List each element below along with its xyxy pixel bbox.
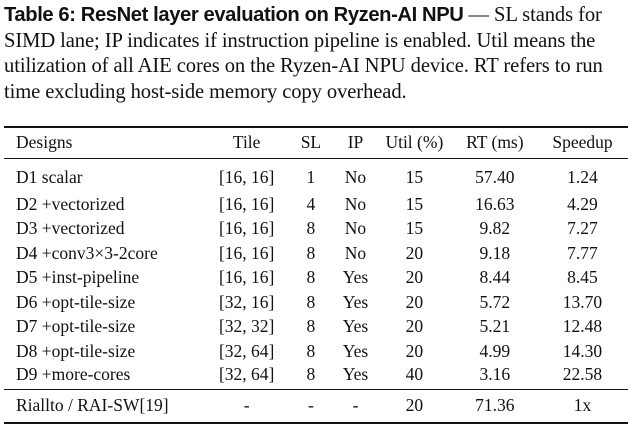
table-row: D6 +opt-tile-size [32, 16] 8 Yes 20 5.72… [4,290,628,315]
cell-tile: - [206,388,287,424]
cell-design: D5 +inst-pipeline [16,267,140,288]
cell-util: 20 [405,316,424,337]
cell-tile: [16, 16] [218,218,275,239]
cell-speedup: 12.48 [562,316,603,337]
cell-speedup: 1.24 [567,166,598,187]
cell-speedup: 22.58 [562,363,603,384]
header-speedup: Speedup [536,126,628,159]
cell-ip: No [344,166,367,187]
cell-tile: [32, 32] [218,316,275,337]
header-rt: RT (ms) [452,126,537,159]
cell-sl: - [286,388,336,424]
cell-speedup: 8.45 [567,267,598,288]
cell-sl: 8 [306,218,316,239]
cell-speedup: 7.77 [567,242,598,263]
table-header: Designs Tile SL IP Util (%) RT (ms) Spee… [4,126,628,159]
table-row: D2 +vectorized [16, 16] 4 No 15 16.63 4.… [4,192,628,217]
cell-util: 20 [405,267,424,288]
cell-util: 20 [405,291,424,312]
cell-sl: 8 [306,316,316,337]
caption-text: — SL stands for SIMD lane; IP indicates … [4,4,603,103]
cell-rt: 4.99 [479,340,511,361]
cell-ip: No [344,193,367,214]
cell-ip: Yes [342,267,369,288]
cell-design: D9 +more-cores [16,363,131,384]
cell-rt: 5.72 [479,291,511,312]
cell-design: D6 +opt-tile-size [16,291,136,312]
cell-util: 15 [405,218,424,239]
table-body: D1 scalar [16, 16] 1 No 15 57.40 1.24 D2… [4,158,628,424]
cell-design: D3 +vectorized [16,218,125,239]
header-util: Util (%) [375,126,453,159]
table-row: D9 +more-cores [32, 64] 8 Yes 40 3.16 22… [4,364,628,390]
cell-sl: 8 [306,242,316,263]
table-row: D1 scalar [16, 16] 1 No 15 57.40 1.24 [4,158,628,192]
cell-rt: 71.36 [452,388,537,424]
cell-tile: [16, 16] [218,242,275,263]
header-designs: Designs [4,126,207,159]
cell-util: 20 [405,242,424,263]
cell-rt: 16.63 [475,193,515,214]
cell-design: D1 scalar [16,166,83,187]
table-row: D7 +opt-tile-size [32, 32] 8 Yes 20 5.21… [4,315,628,340]
cell-design: D7 +opt-tile-size [16,316,136,337]
cell-util: 15 [405,166,424,187]
cell-rt: 9.18 [479,242,511,263]
resnet-evaluation-table: Designs Tile SL IP Util (%) RT (ms) Spee… [4,126,628,424]
cell-ip: Yes [342,340,369,361]
caption-label: Table 6: ResNet layer evaluation on Ryze… [4,4,464,26]
cell-tile: [32, 64] [218,340,275,361]
cell-design: Riallto / RAI-SW[19] [4,388,207,424]
cell-util: 40 [405,363,424,384]
cell-rt: 8.44 [479,267,511,288]
cell-sl: 4 [306,193,316,214]
cell-rt: 9.82 [479,218,511,239]
cell-speedup: 13.70 [562,291,603,312]
cell-speedup: 4.29 [567,193,598,214]
cell-design: D2 +vectorized [16,193,125,214]
cell-sl: 1 [306,166,316,187]
cell-sl: 8 [306,340,316,361]
table-row: D3 +vectorized [16, 16] 8 No 15 9.82 7.2… [4,217,628,242]
cell-tile: [16, 16] [218,166,275,187]
cell-rt: 57.40 [475,166,515,187]
cell-tile: [32, 16] [218,291,275,312]
cell-speedup: 1x [536,388,628,424]
header-sl: SL [286,126,336,159]
baseline-row: Riallto / RAI-SW[19] - - - 20 71.36 1x [4,388,628,424]
cell-tile: [16, 16] [218,193,275,214]
cell-sl: 8 [306,291,316,312]
table-row: D4 +conv3×3-2core [16, 16] 8 No 20 9.18 … [4,241,628,266]
cell-rt: 5.21 [479,316,511,337]
cell-ip: Yes [342,363,369,384]
cell-sl: 8 [306,267,316,288]
cell-tile: [32, 64] [218,363,275,384]
cell-tile: [16, 16] [218,267,275,288]
cell-design: D8 +opt-tile-size [16,340,136,361]
cell-ip: - [335,388,376,424]
cell-util: 20 [405,340,424,361]
cell-sl: 8 [306,363,316,384]
cell-ip: Yes [342,291,369,312]
cell-design: D4 +conv3×3-2core [16,242,158,263]
table-row: D8 +opt-tile-size [32, 64] 8 Yes 20 4.99… [4,339,628,364]
header-tile: Tile [206,126,287,159]
cell-speedup: 7.27 [567,218,598,239]
cell-util: 20 [375,388,453,424]
cell-util: 15 [405,193,424,214]
cell-rt: 3.16 [479,363,511,384]
cell-ip: No [344,218,367,239]
cell-speedup: 14.30 [562,340,603,361]
table-caption: Table 6: ResNet layer evaluation on Ryze… [4,3,632,105]
header-ip: IP [335,126,376,159]
table-row: D5 +inst-pipeline [16, 16] 8 Yes 20 8.44… [4,266,628,291]
cell-ip: No [344,242,367,263]
header-row: Designs Tile SL IP Util (%) RT (ms) Spee… [4,126,628,159]
cell-ip: Yes [342,316,369,337]
